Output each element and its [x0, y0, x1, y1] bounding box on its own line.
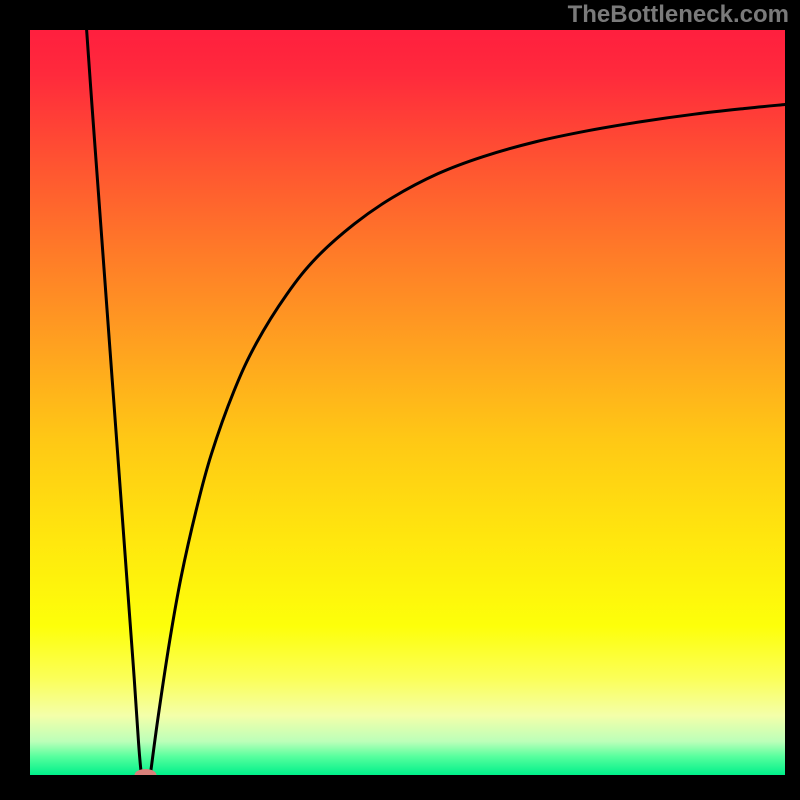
gradient-background	[30, 30, 785, 775]
chart-svg	[30, 30, 785, 775]
watermark-text: TheBottleneck.com	[568, 1, 789, 29]
plot-area	[30, 30, 785, 775]
figure-container: TheBottleneck.com	[0, 0, 800, 800]
